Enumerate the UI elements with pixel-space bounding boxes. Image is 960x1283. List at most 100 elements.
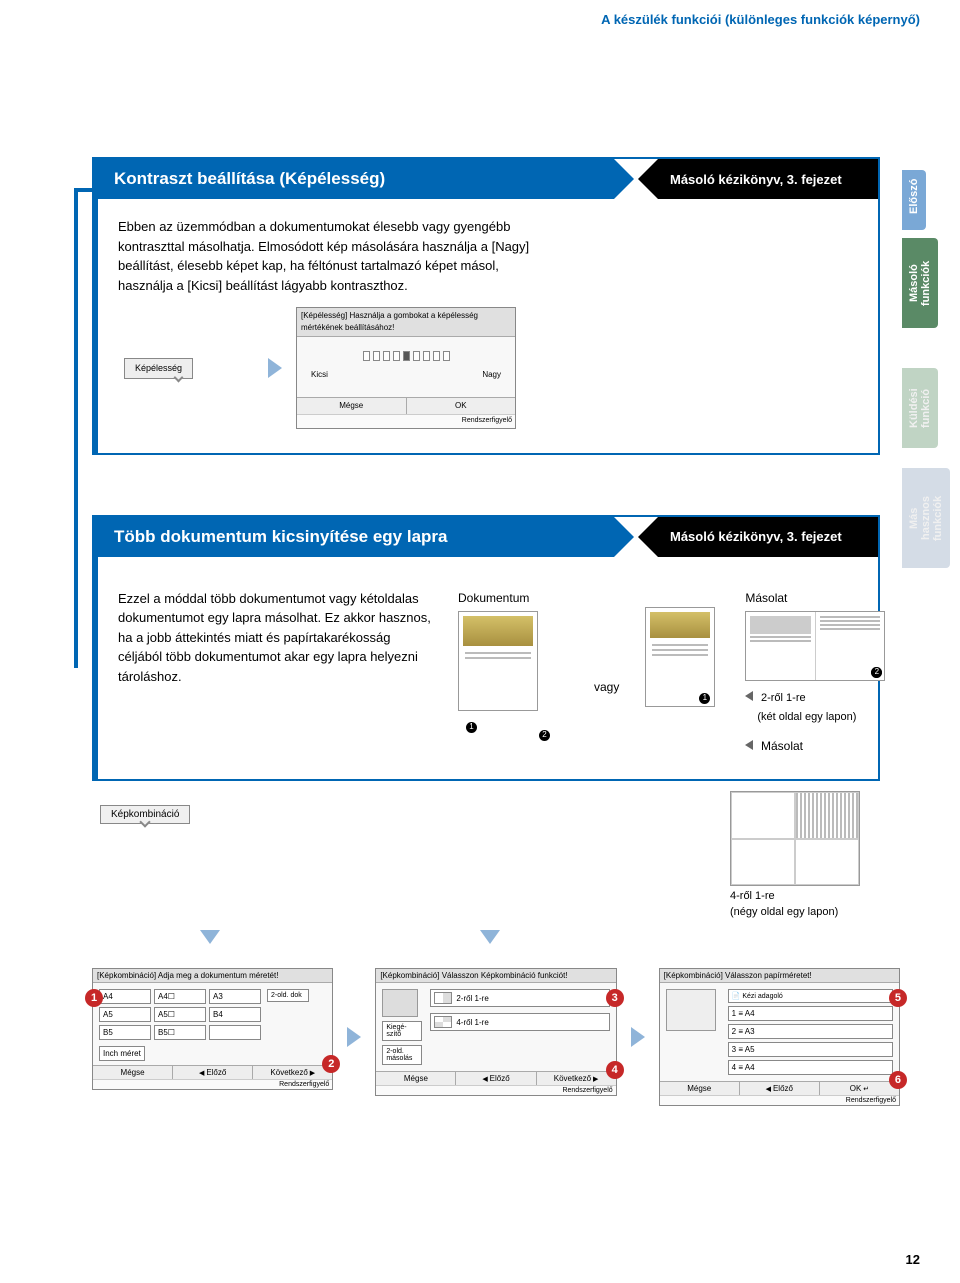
manual-feed-option[interactable]: 📄 Kézi adagoló bbox=[728, 989, 893, 1003]
step-badge: 1 bbox=[85, 989, 103, 1007]
inch-size-button[interactable]: Inch méret bbox=[99, 1046, 145, 1061]
copy-label: Másolat bbox=[745, 589, 885, 607]
next-button[interactable]: Következő ▶ bbox=[537, 1072, 616, 1085]
copy-4in1-illustration bbox=[730, 791, 860, 886]
page-badge: 2 bbox=[539, 730, 550, 741]
size-grid: A4 A4☐ A3 A5 A5☐ B4 B5 B5☐ bbox=[99, 989, 261, 1040]
arrow-right-icon bbox=[347, 1027, 361, 1047]
sharpness-button-panel: Képélesség bbox=[124, 357, 254, 380]
arrow-down-icon bbox=[480, 930, 500, 944]
dialog-header: [Képkombináció] Adja meg a dokumentum mé… bbox=[93, 969, 332, 983]
section-title: Kontraszt beállítása (Képélesség) bbox=[98, 159, 614, 199]
copy-label-2: Másolat bbox=[761, 739, 803, 753]
system-monitor-label: Rendszerfigyelő bbox=[93, 1079, 332, 1089]
section-body: Ezzel a móddal több dokumentumot vagy ké… bbox=[98, 557, 878, 756]
tray-option[interactable]: 3 ≡ A5 bbox=[728, 1042, 893, 1057]
side-tab-masolo[interactable]: Másoló funkciók bbox=[902, 238, 938, 328]
document-stack-illustration bbox=[458, 611, 538, 711]
option-4to1[interactable]: 4-ről 1-re bbox=[430, 1013, 609, 1031]
option-2to1[interactable]: 2-ről 1-re bbox=[430, 989, 609, 1007]
dialog-paper-size: 5 6 [Képkombináció] Válasszon papírméret… bbox=[659, 968, 900, 1106]
document-label: Dokumentum bbox=[458, 589, 568, 607]
section-body: Ebben az üzemmódban a dokumentumokat éle… bbox=[98, 199, 878, 429]
side-tab-mas[interactable]: Más hasznos funkciók bbox=[902, 468, 950, 568]
section-reference: Másoló kézikönyv, 3. fejezet bbox=[658, 517, 878, 557]
copy-4in1-block: 4-ről 1-re (négy oldal egy lapon) bbox=[730, 791, 860, 918]
cancel-button[interactable]: Mégse bbox=[297, 398, 407, 414]
tray-option[interactable]: 4 ≡ A4 bbox=[728, 1060, 893, 1075]
dialog-body: Kicsi Nagy bbox=[297, 337, 515, 397]
side-tab-eloszo[interactable]: Előszó bbox=[902, 170, 926, 230]
section-body-text: Ezzel a móddal több dokumentumot vagy ké… bbox=[118, 589, 438, 687]
size-option[interactable]: A5☐ bbox=[154, 1007, 206, 1022]
dialog-body: Kiegé-szítő 2-old. másolás 2-ről 1-re 4-… bbox=[376, 983, 615, 1071]
size-option[interactable]: A4☐ bbox=[154, 989, 206, 1004]
arrow-left-icon bbox=[745, 740, 753, 750]
cancel-button[interactable]: Mégse bbox=[93, 1066, 173, 1079]
page-badge: 1 bbox=[466, 722, 477, 733]
step-badge: 4 bbox=[606, 1061, 624, 1079]
caption-2to1-sub: (két oldal egy lapon) bbox=[757, 711, 856, 723]
caption-2to1: 2-ről 1-re bbox=[761, 692, 806, 704]
title-arrow-icon bbox=[614, 159, 634, 199]
system-monitor-label: Rendszerfigyelő bbox=[297, 414, 515, 428]
cancel-button[interactable]: Mégse bbox=[660, 1082, 740, 1095]
sharpness-button[interactable]: Képélesség bbox=[124, 358, 193, 380]
side-tab-kuldesi[interactable]: Küldési funkció bbox=[902, 368, 938, 448]
size-option[interactable]: B4 bbox=[209, 1007, 261, 1022]
size-option[interactable]: B5 bbox=[99, 1025, 151, 1040]
image-combination-button[interactable]: Képkombináció bbox=[100, 805, 190, 824]
ok-button[interactable]: OK ↵ bbox=[820, 1082, 899, 1095]
arrow-right-icon bbox=[268, 358, 282, 378]
dialog-header: [Képkombináció] Válasszon Képkombináció … bbox=[376, 969, 615, 983]
size-option[interactable] bbox=[209, 1025, 261, 1040]
size-option[interactable]: A4 bbox=[99, 989, 151, 1004]
section-contrast: Kontraszt beállítása (Képélesség) Másoló… bbox=[92, 157, 880, 455]
supplementary-button[interactable]: Kiegé-szítő bbox=[382, 1021, 422, 1041]
printer-icon bbox=[666, 989, 716, 1031]
page-number: 12 bbox=[906, 1252, 920, 1267]
slider-high-label: Nagy bbox=[482, 369, 501, 381]
dialog-combination-type: 3 4 [Képkombináció] Válasszon Képkombiná… bbox=[375, 968, 616, 1096]
dialog-footer: Mégse OK bbox=[297, 397, 515, 414]
caption-4to1: 4-ről 1-re bbox=[730, 890, 860, 902]
two-sided-option[interactable]: 2-old. dok bbox=[267, 989, 309, 1002]
cancel-button[interactable]: Mégse bbox=[376, 1072, 456, 1085]
prev-button[interactable]: ◀ Előző bbox=[173, 1066, 253, 1079]
tray-option[interactable]: 2 ≡ A3 bbox=[728, 1024, 893, 1039]
side-tab-strip: Előszó Másoló funkciók Küldési funkció M… bbox=[902, 170, 942, 576]
size-option[interactable]: B5☐ bbox=[154, 1025, 206, 1040]
caption-4to1-sub: (négy oldal egy lapon) bbox=[730, 906, 860, 918]
copy-2in1-illustration: 1 2 bbox=[745, 611, 885, 681]
connector-line-vert bbox=[74, 188, 78, 668]
arrow-left-icon bbox=[745, 691, 753, 701]
section-reference: Másoló kézikönyv, 3. fejezet bbox=[658, 159, 878, 199]
next-button[interactable]: Következő ▶ bbox=[253, 1066, 332, 1079]
bottom-screens-row: 1 2 [Képkombináció] Adja meg a dokumentu… bbox=[92, 968, 900, 1106]
sharpness-slider[interactable] bbox=[303, 351, 509, 361]
step-badge: 3 bbox=[606, 989, 624, 1007]
dialog-docsize: 1 2 [Képkombináció] Adja meg a dokumentu… bbox=[92, 968, 333, 1090]
twosided-copy-button[interactable]: 2-old. másolás bbox=[382, 1045, 422, 1065]
system-monitor-label: Rendszerfigyelő bbox=[660, 1095, 899, 1105]
section-header: Több dokumentum kicsinyítése egy lapra M… bbox=[98, 517, 878, 557]
step-badge: 6 bbox=[889, 1071, 907, 1089]
dialog-header: [Képkombináció] Válasszon papírméretet! bbox=[660, 969, 899, 983]
size-option[interactable]: A3 bbox=[209, 989, 261, 1004]
twosided-doc-illustration: 1 bbox=[645, 607, 715, 707]
prev-button[interactable]: ◀ Előző bbox=[456, 1072, 536, 1085]
down-arrows-row bbox=[200, 930, 960, 944]
section-combine: Több dokumentum kicsinyítése egy lapra M… bbox=[92, 515, 880, 782]
dialog-body: 📄 Kézi adagoló 1 ≡ A4 2 ≡ A3 3 ≡ A5 4 ≡ … bbox=[660, 983, 899, 1081]
tray-option[interactable]: 1 ≡ A4 bbox=[728, 1006, 893, 1021]
or-label: vagy bbox=[588, 648, 625, 696]
step-badge: 5 bbox=[889, 989, 907, 1007]
prev-button[interactable]: ◀ Előző bbox=[740, 1082, 820, 1095]
system-monitor-label: Rendszerfigyelő bbox=[376, 1085, 615, 1095]
title-arrow-icon bbox=[614, 517, 634, 557]
slider-low-label: Kicsi bbox=[311, 369, 328, 381]
size-option[interactable]: A5 bbox=[99, 1007, 151, 1022]
page-breadcrumb: A készülék funkciói (különleges funkciók… bbox=[0, 0, 960, 27]
ok-button[interactable]: OK bbox=[407, 398, 516, 414]
dialog-body: A4 A4☐ A3 A5 A5☐ B4 B5 B5☐ 2-old. dok bbox=[93, 983, 332, 1046]
